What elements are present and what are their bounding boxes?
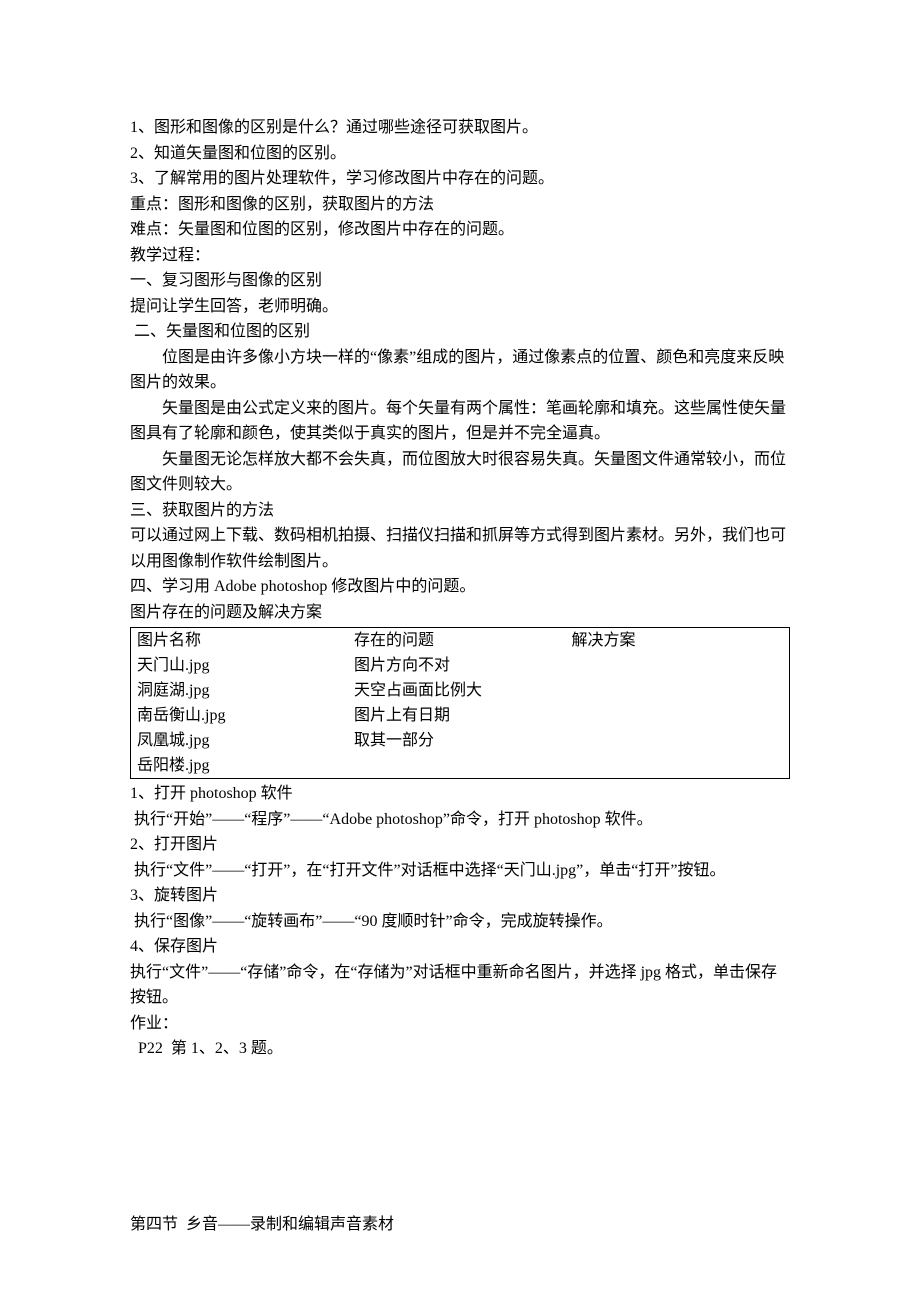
step-3-body: 执行“图像”——“旋转画布”——“90 度顺时针”命令，完成旋转操作。 (130, 909, 790, 935)
table-row: 天门山.jpg 图片方向不对 (131, 653, 790, 678)
section-3-body: 可以通过网上下载、数码相机拍摄、扫描仪扫描和抓屏等方式得到图片素材。另外，我们也… (130, 523, 790, 574)
section-gap (130, 1062, 790, 1212)
table-cell (565, 653, 789, 678)
section-3-heading: 三、获取图片的方法 (130, 498, 790, 524)
table-cell: 天空占画面比例大 (348, 678, 565, 703)
table-cell (348, 753, 565, 779)
table-row: 南岳衡山.jpg 图片上有日期 (131, 703, 790, 728)
table-cell: 图片方向不对 (348, 653, 565, 678)
objective-1: 1、图形和图像的区别是什么？通过哪些途径可获取图片。 (130, 115, 790, 141)
table-cell: 洞庭湖.jpg (131, 678, 348, 703)
table-cell: 南岳衡山.jpg (131, 703, 348, 728)
table-caption: 图片存在的问题及解决方案 (130, 600, 790, 626)
section-1-body: 提问让学生回答，老师明确。 (130, 294, 790, 320)
step-3-heading: 3、旋转图片 (130, 883, 790, 909)
step-2-body: 执行“文件”——“打开”，在“打开文件”对话框中选择“天门山.jpg”，单击“打… (130, 858, 790, 884)
step-2-heading: 2、打开图片 (130, 832, 790, 858)
table-cell (565, 678, 789, 703)
process-heading: 教学过程： (130, 243, 790, 269)
problems-table: 图片名称 存在的问题 解决方案 天门山.jpg 图片方向不对 洞庭湖.jpg 天… (130, 627, 790, 779)
table-row: 凤凰城.jpg 取其一部分 (131, 728, 790, 753)
table-row: 洞庭湖.jpg 天空占画面比例大 (131, 678, 790, 703)
document-page: 1、图形和图像的区别是什么？通过哪些途径可获取图片。 2、知道矢量图和位图的区别… (0, 0, 920, 1302)
step-1-heading: 1、打开 photoshop 软件 (130, 781, 790, 807)
objective-3: 3、了解常用的图片处理软件，学习修改图片中存在的问题。 (130, 166, 790, 192)
table-cell: 凤凰城.jpg (131, 728, 348, 753)
section-4-heading: 四、学习用 Adobe photoshop 修改图片中的问题。 (130, 574, 790, 600)
step-4-heading: 4、保存图片 (130, 934, 790, 960)
table-header-cell: 图片名称 (131, 628, 348, 654)
key-point: 重点：图形和图像的区别，获取图片的方法 (130, 192, 790, 218)
table-header-cell: 存在的问题 (348, 628, 565, 654)
difficulty: 难点：矢量图和位图的区别，修改图片中存在的问题。 (130, 217, 790, 243)
table-header-cell: 解决方案 (565, 628, 789, 654)
table-cell (565, 753, 789, 779)
table-row: 岳阳楼.jpg (131, 753, 790, 779)
step-4-body: 执行“文件”——“存储”命令，在“存储为”对话框中重新命名图片，并选择 jpg … (130, 960, 790, 1011)
homework-body: P22 第 1、2、3 题。 (130, 1036, 790, 1062)
table-cell: 天门山.jpg (131, 653, 348, 678)
table-cell (565, 703, 789, 728)
objective-2: 2、知道矢量图和位图的区别。 (130, 141, 790, 167)
section-1-heading: 一、复习图形与图像的区别 (130, 268, 790, 294)
homework-heading: 作业： (130, 1011, 790, 1037)
section-2-heading: 二、矢量图和位图的区别 (130, 319, 790, 345)
table-cell: 图片上有日期 (348, 703, 565, 728)
table-cell: 取其一部分 (348, 728, 565, 753)
step-1-body: 执行“开始”——“程序”——“Adobe photoshop”命令，打开 pho… (130, 807, 790, 833)
table-header-row: 图片名称 存在的问题 解决方案 (131, 628, 790, 654)
section-2-para-2: 矢量图是由公式定义来的图片。每个矢量有两个属性：笔画轮廓和填充。这些属性使矢量图… (130, 396, 790, 447)
section-2-para-3: 矢量图无论怎样放大都不会失真，而位图放大时很容易失真。矢量图文件通常较小，而位图… (130, 447, 790, 498)
section-2-para-1: 位图是由许多像小方块一样的“像素”组成的图片，通过像素点的位置、颜色和亮度来反映… (130, 345, 790, 396)
table-cell: 岳阳楼.jpg (131, 753, 348, 779)
table-cell (565, 728, 789, 753)
next-section-heading: 第四节 乡音——录制和编辑声音素材 (130, 1212, 790, 1238)
